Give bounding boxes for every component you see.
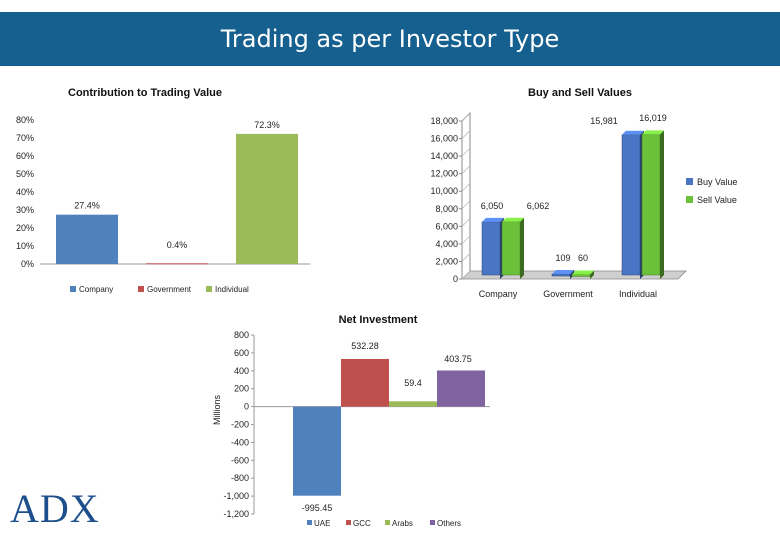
y-tick-label: 10,000 xyxy=(430,186,458,196)
y-tick-depth xyxy=(461,112,471,122)
chart-title: Contribution to Trading Value xyxy=(68,87,222,99)
y-tick-label: 12,000 xyxy=(430,169,458,179)
y-tick-label: 800 xyxy=(234,330,249,340)
legend-swatch xyxy=(686,196,693,203)
bar-gcc xyxy=(341,358,389,407)
legend-swatch xyxy=(138,286,144,292)
data-label: 59.4 xyxy=(404,378,422,388)
y-tick-depth xyxy=(461,182,471,192)
y-tick-label: 14,000 xyxy=(430,151,458,161)
y-tick-label: 0 xyxy=(453,274,458,284)
legend-label: Arabs xyxy=(392,519,413,528)
chart-title: Buy and Sell Values xyxy=(528,87,632,99)
y-tick-label: 30% xyxy=(16,205,34,215)
y-tick-label: 4,000 xyxy=(435,239,458,249)
legend-label: Individual xyxy=(215,285,249,294)
y-tick-label: 40% xyxy=(16,187,34,197)
legend-swatch xyxy=(385,520,390,525)
y-tick-depth xyxy=(461,253,471,262)
bar-others xyxy=(437,370,485,407)
legend-swatch xyxy=(430,520,435,525)
bar-company xyxy=(56,214,118,264)
x-category-label: Government xyxy=(543,289,593,299)
legend-swatch xyxy=(686,178,693,185)
bar-uae xyxy=(293,406,341,496)
y-tick-depth xyxy=(461,235,471,245)
legend-label: GCC xyxy=(353,519,371,528)
y-tick-label: 18,000 xyxy=(430,116,458,126)
y-tick-label: -400 xyxy=(231,437,249,447)
data-label: 6,062 xyxy=(527,201,550,211)
data-label: 532.28 xyxy=(351,341,379,351)
y-tick-depth xyxy=(461,165,471,174)
title-banner: Trading as per Investor Type xyxy=(0,12,780,66)
data-label: 109 xyxy=(555,253,570,263)
y-tick-label: 0 xyxy=(244,402,249,412)
y-tick-label: 16,000 xyxy=(430,134,458,144)
bar-individual-sell xyxy=(641,130,664,279)
y-tick-label: 2,000 xyxy=(435,256,458,266)
legend-label: Buy Value xyxy=(697,177,737,187)
y-tick-label: 70% xyxy=(16,133,34,143)
y-tick-label: 10% xyxy=(16,241,34,251)
data-label: 16,019 xyxy=(639,113,667,123)
y-tick-depth xyxy=(461,270,471,280)
data-label: 60 xyxy=(578,253,588,263)
data-label: -995.45 xyxy=(302,503,333,513)
y-tick-label: 8,000 xyxy=(435,204,458,214)
adx-logo: ADX xyxy=(10,486,100,531)
legend-swatch xyxy=(346,520,351,525)
legend-swatch xyxy=(70,286,76,292)
legend-swatch xyxy=(307,520,312,525)
bar-government xyxy=(146,263,208,265)
y-tick-depth xyxy=(461,130,471,139)
y-tick-label: -800 xyxy=(231,473,249,483)
x-category-label: Individual xyxy=(619,289,657,299)
page-title: Trading as per Investor Type xyxy=(220,25,560,53)
legend-label: Sell Value xyxy=(697,195,737,205)
y-tick-depth xyxy=(461,147,471,157)
data-label: 0.4% xyxy=(167,240,188,250)
data-label: 27.4% xyxy=(74,201,100,211)
y-tick-label: 600 xyxy=(234,348,249,358)
y-tick-label: 20% xyxy=(16,223,34,233)
data-label: 403.75 xyxy=(444,354,472,364)
legend-label: UAE xyxy=(314,519,330,528)
y-tick-label: -200 xyxy=(231,420,249,430)
y-tick-depth xyxy=(461,218,471,227)
bar-arabs xyxy=(389,401,437,407)
y-tick-label: -600 xyxy=(231,455,249,465)
y-tick-label: 60% xyxy=(16,151,34,161)
y-tick-depth xyxy=(461,200,471,210)
y-tick-label: 400 xyxy=(234,366,249,376)
y-tick-label: 0% xyxy=(21,259,34,269)
data-label: 15,981 xyxy=(590,116,618,126)
bar-company-sell xyxy=(501,217,524,279)
data-label: 72.3% xyxy=(254,120,280,130)
y-tick-label: -1,000 xyxy=(223,491,249,501)
y-tick-label: -1,200 xyxy=(223,509,249,519)
y-tick-label: 200 xyxy=(234,384,249,394)
bar-individual xyxy=(236,133,298,264)
chart-title: Net Investment xyxy=(339,314,418,326)
y-axis-label: Millions xyxy=(212,395,222,426)
y-tick-label: 80% xyxy=(16,115,34,125)
legend-label: Others xyxy=(437,519,461,528)
legend-label: Company xyxy=(79,285,113,294)
bar-government-sell xyxy=(571,270,594,279)
x-category-label: Company xyxy=(479,289,518,299)
y-tick-label: 6,000 xyxy=(435,221,458,231)
data-label: 6,050 xyxy=(481,201,504,211)
legend-label: Government xyxy=(147,285,192,294)
legend-swatch xyxy=(206,286,212,292)
y-tick-label: 50% xyxy=(16,169,34,179)
